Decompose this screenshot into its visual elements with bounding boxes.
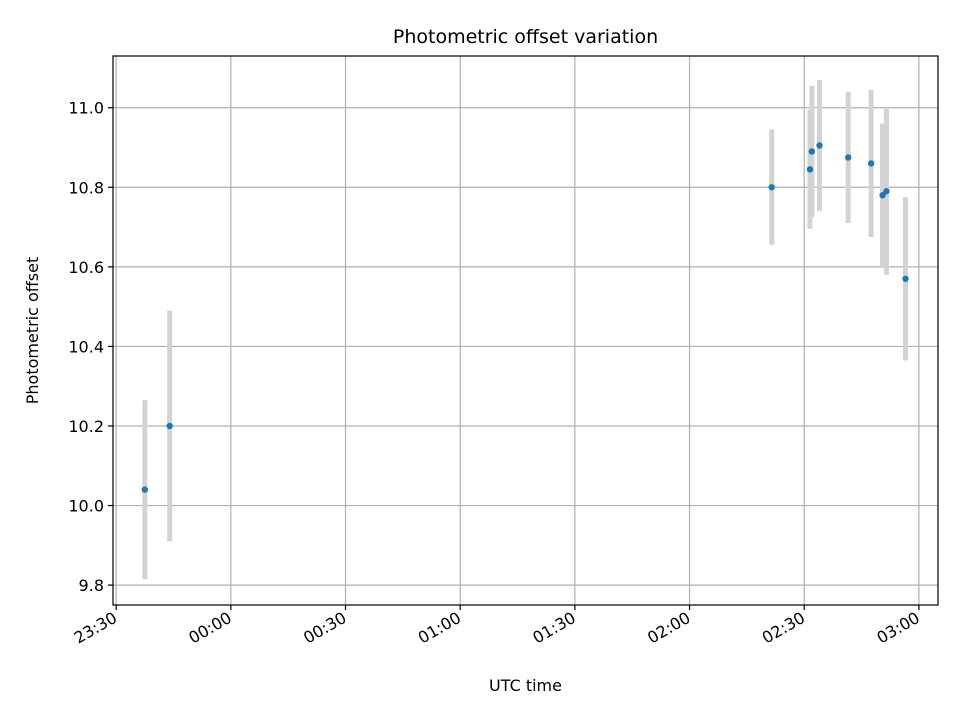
y-tick-label: 10.4 xyxy=(68,337,104,356)
plot-frame xyxy=(112,55,939,606)
y-tick-label: 10.0 xyxy=(68,497,104,516)
data-point xyxy=(808,148,816,155)
y-tick-label: 10.6 xyxy=(68,258,104,277)
y-tick-label: 10.8 xyxy=(68,178,104,197)
x-axis-label: UTC time xyxy=(489,676,562,695)
data-point xyxy=(166,422,173,430)
data-point xyxy=(867,160,875,167)
y-axis-label: Photometric offset xyxy=(23,257,42,405)
data-point xyxy=(902,275,909,282)
data-points xyxy=(141,142,909,493)
data-point xyxy=(879,192,886,199)
data-point xyxy=(844,154,852,161)
data-point xyxy=(816,142,823,149)
grid xyxy=(113,56,938,605)
data-point xyxy=(768,184,775,191)
chart-title: Photometric offset variation xyxy=(393,26,658,48)
y-tick-label: 11.0 xyxy=(68,99,104,118)
y-tick-label: 9.8 xyxy=(79,576,104,595)
data-point xyxy=(141,486,149,493)
data-point xyxy=(883,188,890,195)
y-tick-label: 10.2 xyxy=(68,417,104,436)
data-point xyxy=(806,166,814,173)
